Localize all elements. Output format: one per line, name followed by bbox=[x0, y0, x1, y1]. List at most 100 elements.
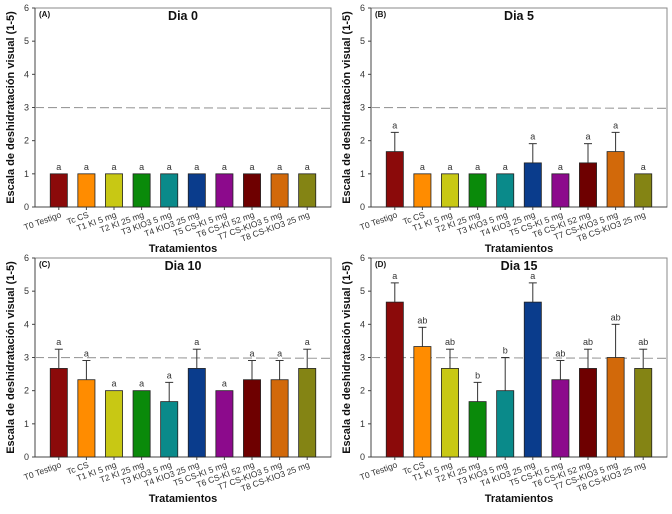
y-tick-label: 2 bbox=[24, 386, 29, 396]
significance-label: a bbox=[139, 379, 144, 389]
y-tick-label: 5 bbox=[24, 286, 29, 296]
y-tick-label: 0 bbox=[360, 202, 365, 212]
significance-label: a bbox=[392, 120, 397, 130]
significance-label: a bbox=[194, 162, 199, 172]
reference-line bbox=[34, 356, 332, 359]
x-axis-title: Tratamientos bbox=[485, 243, 553, 255]
panel-title: Dia 10 bbox=[165, 259, 202, 273]
bar bbox=[77, 173, 96, 208]
significance-label: a bbox=[277, 348, 282, 358]
bar bbox=[413, 346, 432, 458]
y-tick-label: 3 bbox=[24, 103, 29, 113]
panel-tag: (A) bbox=[39, 10, 50, 19]
significance-label: a bbox=[84, 162, 89, 172]
significance-label: a bbox=[167, 370, 172, 380]
bar bbox=[160, 173, 179, 208]
bar bbox=[551, 379, 570, 458]
significance-label: a bbox=[475, 162, 480, 172]
significance-label: ab bbox=[445, 337, 455, 347]
bar bbox=[270, 173, 289, 208]
y-tick-label: 2 bbox=[24, 136, 29, 146]
panel-title: Dia 15 bbox=[501, 259, 538, 273]
bar bbox=[49, 173, 68, 208]
bar bbox=[413, 173, 432, 208]
y-tick-label: 1 bbox=[360, 419, 365, 429]
panel-title: Dia 5 bbox=[504, 9, 534, 23]
bar bbox=[551, 173, 570, 208]
x-axis-title: Tratamientos bbox=[149, 493, 217, 505]
x-axis-title: Tratamientos bbox=[149, 243, 217, 255]
reference-line bbox=[370, 356, 668, 359]
significance-label: b bbox=[475, 370, 480, 380]
bar bbox=[215, 173, 234, 208]
x-tick-label: T0 Testigo bbox=[22, 459, 62, 482]
y-axis-title: Escala de deshidratación visual (1-5) bbox=[341, 261, 353, 454]
x-tick-label: T0 Testigo bbox=[22, 209, 62, 232]
significance-label: a bbox=[305, 337, 310, 347]
bar bbox=[132, 173, 151, 208]
x-tick-label: T0 Testigo bbox=[358, 459, 398, 482]
bar bbox=[105, 173, 123, 208]
significance-label: a bbox=[56, 162, 61, 172]
significance-label: ab bbox=[611, 312, 621, 322]
y-tick-label: 6 bbox=[24, 3, 29, 13]
significance-label: a bbox=[503, 162, 508, 172]
y-tick-label: 3 bbox=[360, 103, 365, 113]
y-tick-label: 1 bbox=[24, 169, 29, 179]
y-tick-label: 1 bbox=[24, 419, 29, 429]
y-tick-label: 5 bbox=[360, 36, 365, 46]
x-tick-label: T0 Testigo bbox=[358, 209, 398, 232]
significance-label: a bbox=[392, 271, 397, 281]
significance-label: ab bbox=[555, 348, 565, 358]
y-tick-label: 3 bbox=[24, 353, 29, 363]
significance-label: a bbox=[222, 379, 227, 389]
significance-label: ab bbox=[417, 315, 427, 325]
significance-label: a bbox=[277, 162, 282, 172]
bar bbox=[634, 368, 653, 458]
bar bbox=[243, 379, 261, 458]
significance-label: a bbox=[84, 348, 89, 358]
significance-label: a bbox=[530, 132, 535, 142]
bar bbox=[441, 368, 459, 458]
bar bbox=[496, 173, 515, 208]
significance-label: a bbox=[249, 162, 254, 172]
significance-label: a bbox=[585, 132, 590, 142]
reference-line bbox=[370, 106, 668, 109]
y-tick-label: 0 bbox=[360, 452, 365, 462]
significance-label: ab bbox=[583, 337, 593, 347]
significance-label: a bbox=[249, 348, 254, 358]
y-axis-title: Escala de deshidratación visual (1-5) bbox=[5, 261, 17, 454]
bar bbox=[298, 173, 317, 208]
significance-label: a bbox=[420, 162, 425, 172]
significance-label: a bbox=[139, 162, 144, 172]
bar bbox=[523, 301, 542, 458]
significance-label: ab bbox=[638, 337, 648, 347]
significance-label: a bbox=[111, 162, 116, 172]
significance-label: a bbox=[167, 162, 172, 172]
bar bbox=[579, 368, 597, 458]
bar bbox=[606, 357, 625, 458]
significance-label: a bbox=[530, 271, 535, 281]
x-axis-title: Tratamientos bbox=[485, 493, 553, 505]
significance-label: a bbox=[558, 162, 563, 172]
y-tick-label: 3 bbox=[360, 353, 365, 363]
significance-label: a bbox=[194, 337, 199, 347]
significance-label: a bbox=[111, 379, 116, 389]
y-tick-label: 5 bbox=[24, 36, 29, 46]
reference-line bbox=[34, 106, 332, 109]
bar bbox=[496, 390, 515, 458]
bar bbox=[105, 390, 123, 458]
bar bbox=[385, 151, 404, 208]
bar bbox=[298, 368, 317, 458]
y-tick-label: 6 bbox=[360, 253, 365, 263]
bar bbox=[523, 162, 542, 208]
bar bbox=[385, 301, 404, 458]
bar bbox=[77, 379, 96, 458]
bar bbox=[132, 390, 151, 458]
significance-label: a bbox=[222, 162, 227, 172]
panel-tag: (D) bbox=[375, 260, 386, 269]
bar bbox=[243, 173, 261, 208]
